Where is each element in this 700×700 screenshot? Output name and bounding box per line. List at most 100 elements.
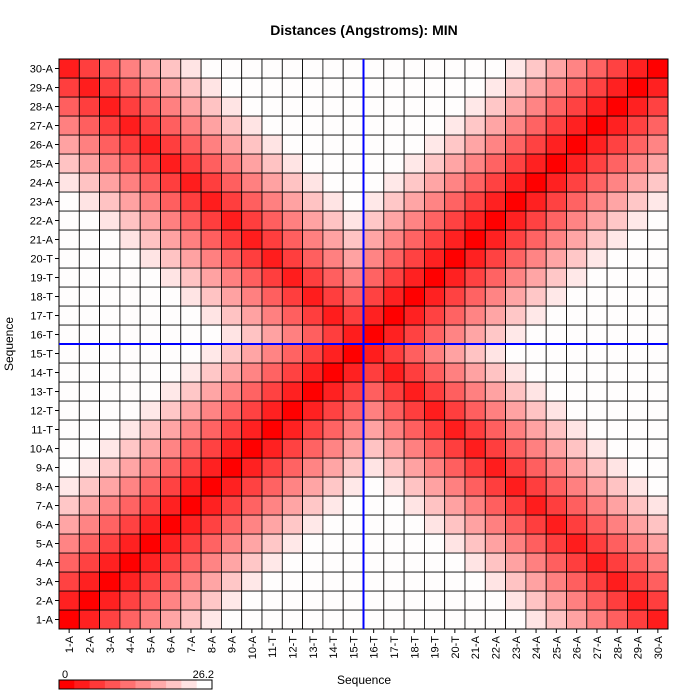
heatmap-cell	[241, 609, 263, 630]
heatmap-cell	[58, 609, 80, 630]
x-tick-label: 22-A	[490, 635, 502, 659]
heatmap-cell	[647, 609, 669, 630]
heatmap-cell	[606, 381, 628, 402]
heatmap-cell	[241, 77, 263, 98]
heatmap-cell	[322, 419, 344, 440]
color-scale-swatch	[104, 680, 121, 689]
heatmap-cell	[342, 305, 364, 326]
heatmap-cell	[342, 286, 364, 307]
heatmap-cell	[647, 381, 669, 402]
heatmap-cell	[58, 476, 80, 497]
heatmap-cell	[444, 210, 466, 231]
heatmap-cell	[139, 115, 161, 136]
heatmap-cell	[383, 457, 405, 478]
heatmap-cell	[58, 248, 80, 269]
heatmap-cell	[505, 590, 527, 611]
heatmap-cell	[58, 286, 80, 307]
heatmap-cell	[403, 609, 425, 630]
heatmap-cell	[525, 419, 547, 440]
heatmap-cell	[464, 571, 486, 592]
heatmap-cell	[383, 134, 405, 155]
heatmap-cell	[484, 400, 506, 421]
heatmap-cell	[180, 533, 202, 554]
heatmap-cell	[363, 96, 385, 117]
heatmap-cell	[160, 552, 182, 573]
heatmap-cell	[241, 400, 263, 421]
heatmap-cell	[261, 305, 283, 326]
heatmap-cell	[200, 381, 222, 402]
color-scale-swatch	[120, 680, 136, 689]
heatmap-cell	[322, 305, 344, 326]
heatmap-cell	[180, 571, 202, 592]
heatmap-cell	[464, 134, 486, 155]
heatmap-cell	[241, 248, 263, 269]
heatmap-cell	[363, 400, 385, 421]
heatmap-cell	[363, 552, 385, 573]
heatmap-cell	[505, 571, 527, 592]
heatmap-cell	[484, 286, 506, 307]
heatmap-cell	[566, 77, 588, 98]
heatmap-cell	[606, 286, 628, 307]
heatmap-cell	[200, 191, 222, 212]
heatmap-cell	[545, 210, 567, 231]
heatmap-cell	[241, 58, 263, 79]
heatmap-cell	[139, 305, 161, 326]
y-tick-label: 29-A	[30, 83, 54, 95]
heatmap-cell	[566, 457, 588, 478]
heatmap-cell	[302, 495, 324, 516]
heatmap-cell	[302, 191, 324, 212]
heatmap-cell	[484, 134, 506, 155]
heatmap-cell	[566, 609, 588, 630]
heatmap-cell	[505, 533, 527, 554]
heatmap-cell	[342, 438, 364, 459]
heatmap-cell	[58, 210, 80, 231]
heatmap-cell	[261, 229, 283, 250]
heatmap-cell	[99, 514, 121, 535]
heatmap-cell	[99, 286, 121, 307]
heatmap-cell	[545, 77, 567, 98]
heatmap-cell	[505, 552, 527, 573]
heatmap-cell	[606, 172, 628, 193]
heatmap-cell	[484, 590, 506, 611]
heatmap-cell	[58, 96, 80, 117]
heatmap-cell	[281, 438, 303, 459]
heatmap-cell	[647, 552, 669, 573]
heatmap-cell	[606, 343, 628, 364]
heatmap-cell	[505, 305, 527, 326]
heatmap-cell	[403, 210, 425, 231]
heatmap-cell	[606, 96, 628, 117]
y-tick-label: 16-T	[30, 330, 53, 342]
heatmap-cell	[403, 153, 425, 174]
heatmap-cell	[58, 571, 80, 592]
y-tick-label: 26-A	[30, 140, 54, 152]
heatmap-cell	[647, 286, 669, 307]
heatmap-cell	[545, 115, 567, 136]
heatmap-cell	[484, 571, 506, 592]
heatmap-cell	[627, 419, 649, 440]
heatmap-cell	[545, 571, 567, 592]
heatmap-cell	[383, 210, 405, 231]
heatmap-cell	[627, 571, 649, 592]
heatmap-cell	[281, 419, 303, 440]
heatmap-cell	[627, 609, 649, 630]
x-tick-label: 11-T	[267, 636, 279, 658]
heatmap-cell	[586, 457, 608, 478]
heatmap-cell	[444, 362, 466, 383]
heatmap-cell	[505, 134, 527, 155]
heatmap-cell	[525, 77, 547, 98]
heatmap-cell	[363, 77, 385, 98]
heatmap-cell	[281, 590, 303, 611]
heatmap-cell	[322, 381, 344, 402]
heatmap-cell	[200, 58, 222, 79]
heatmap-cell	[627, 210, 649, 231]
heatmap-cell	[586, 495, 608, 516]
x-tick-label: 20-T	[450, 636, 462, 659]
heatmap-cell	[464, 476, 486, 497]
heatmap-cell	[383, 324, 405, 345]
heatmap-cell	[261, 590, 283, 611]
heatmap-cell	[139, 267, 161, 288]
heatmap-cell	[281, 248, 303, 269]
heatmap-cell	[200, 115, 222, 136]
heatmap-cell	[566, 362, 588, 383]
heatmap-cell	[220, 514, 243, 535]
